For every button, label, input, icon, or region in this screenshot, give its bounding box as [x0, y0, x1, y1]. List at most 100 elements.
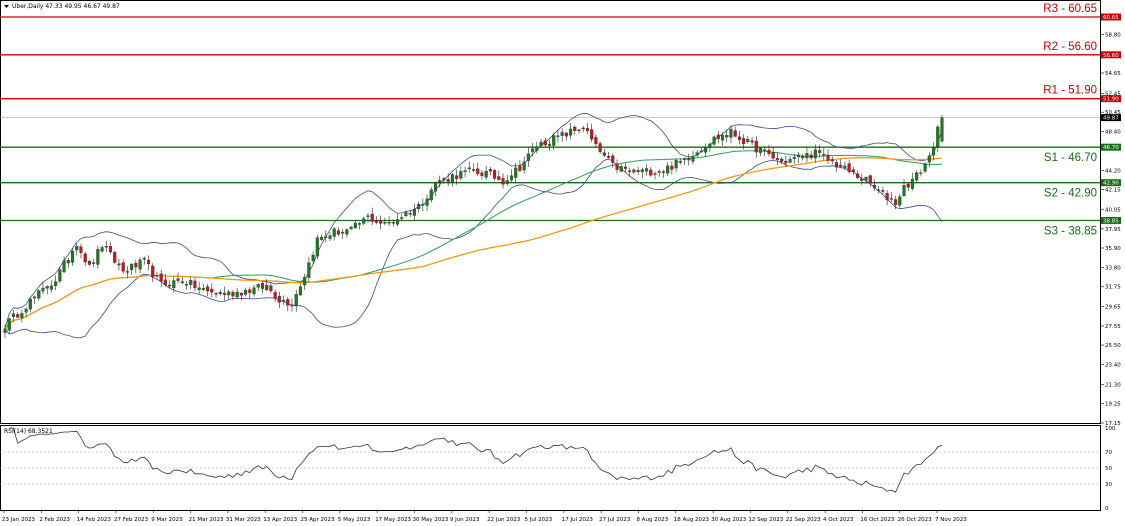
- chart-header: Uber,Daily 47.33 49.95 46.67 49.87: [12, 3, 120, 10]
- candle-body: [24, 308, 28, 313]
- price-tick-label: 35.90: [1105, 246, 1121, 252]
- date-tick-label: 7 Nov 2023: [935, 517, 967, 523]
- candle-body: [636, 170, 640, 172]
- candle-body: [239, 292, 243, 296]
- date-tick-label: 13 Apr 2023: [263, 517, 298, 523]
- candle-body: [176, 278, 180, 281]
- price-tick-label: 58.80: [1105, 32, 1121, 38]
- date-tick-label: 12 Sep 2023: [748, 517, 783, 523]
- level-tag-text: 60.65: [1103, 15, 1119, 21]
- date-tick-label: 27 Feb 2023: [114, 517, 149, 523]
- candles: [3, 114, 944, 339]
- candle-body: [315, 237, 319, 257]
- candle-body: [708, 143, 712, 147]
- candle-body: [640, 169, 644, 173]
- candle-body: [556, 135, 560, 137]
- candle-body: [864, 177, 868, 181]
- candle-body: [602, 152, 606, 156]
- candle-body: [932, 147, 936, 156]
- candle-body: [543, 140, 547, 146]
- candle-body: [649, 169, 653, 176]
- candle-body: [294, 294, 298, 306]
- candle-body: [682, 158, 687, 161]
- level-label-r2: R2 - 56.60: [1043, 41, 1097, 53]
- candle-body: [742, 138, 746, 145]
- candle-body: [467, 167, 471, 170]
- candle-body: [564, 132, 568, 137]
- candle-body: [218, 292, 222, 295]
- candle-body: [813, 149, 817, 159]
- candle-body: [480, 172, 484, 176]
- candle-body: [184, 284, 189, 286]
- candle-body: [256, 284, 260, 288]
- candle-body: [311, 254, 315, 262]
- candle-body: [594, 137, 598, 145]
- date-tick-label: 16 Oct 2023: [860, 517, 895, 523]
- candle-body: [28, 298, 32, 310]
- candle-body: [746, 139, 750, 143]
- candle-body: [320, 236, 324, 240]
- candle-body: [569, 128, 573, 136]
- candle-body: [488, 169, 492, 172]
- level-tag-text: 51.90: [1103, 97, 1119, 103]
- rsi-tick-label: 50: [1105, 466, 1112, 472]
- candle-body: [712, 136, 716, 145]
- level-tag-r1: [1101, 95, 1121, 103]
- candle-body: [547, 144, 552, 146]
- candle-body: [522, 161, 526, 171]
- candle-body: [497, 176, 501, 180]
- candle-body: [252, 287, 256, 295]
- candle-body: [796, 154, 801, 158]
- candle-body: [201, 288, 205, 290]
- date-tick-label: 9 Mar 2023: [151, 517, 183, 523]
- candle-body: [54, 281, 58, 286]
- candle-body: [206, 286, 210, 292]
- dropdown-arrow-icon[interactable]: [4, 5, 9, 8]
- candle-body: [725, 135, 729, 138]
- candle-body: [336, 230, 340, 235]
- price-tick-label: 54.65: [1105, 71, 1121, 77]
- candle-body: [801, 156, 805, 159]
- candle-body: [58, 269, 62, 282]
- candle-body: [138, 259, 142, 270]
- candle-body: [666, 165, 670, 174]
- candle-body: [758, 148, 763, 153]
- candle-body: [357, 223, 362, 225]
- candle-body: [328, 235, 332, 239]
- level-tag-text: 56.60: [1103, 53, 1119, 59]
- candle-body: [687, 158, 691, 161]
- date-tick-label: 21 Mar 2023: [189, 517, 224, 523]
- date-axis: 23 Jan 2023 2 Feb 2023 14 Feb 2023 27 Feb 2…: [2, 510, 967, 523]
- candle-body: [678, 161, 682, 163]
- candle-body: [374, 220, 378, 223]
- candle-body: [729, 128, 733, 138]
- candle-body: [125, 271, 129, 273]
- candle-body: [623, 166, 627, 169]
- candle-body: [822, 154, 826, 156]
- candle-body: [577, 129, 581, 132]
- candle-body: [704, 147, 708, 153]
- candle-body: [62, 260, 66, 273]
- candle-body: [923, 163, 927, 172]
- candle-body: [885, 193, 889, 201]
- candle-body: [763, 149, 767, 151]
- candle-body: [809, 154, 813, 159]
- candle-body: [260, 282, 265, 289]
- candle-body: [915, 172, 919, 181]
- candle-body: [830, 159, 834, 162]
- candle-body: [227, 291, 231, 296]
- candle-body: [598, 143, 602, 152]
- rsi-tick-label: 0: [1105, 506, 1109, 512]
- candle-body: [366, 215, 370, 217]
- level-tag-text: 42.90: [1103, 181, 1119, 187]
- candle-body: [818, 150, 822, 153]
- price-tick-label: 27.55: [1105, 324, 1121, 330]
- candle-body: [493, 170, 497, 179]
- candle-body: [168, 284, 172, 287]
- price-tick-label: 21.30: [1105, 382, 1121, 388]
- candle-body: [244, 290, 248, 295]
- candle-body: [898, 196, 902, 206]
- candle-body: [805, 153, 809, 159]
- candle-body: [265, 285, 269, 291]
- date-tick-label: 30 May 2023: [413, 517, 449, 523]
